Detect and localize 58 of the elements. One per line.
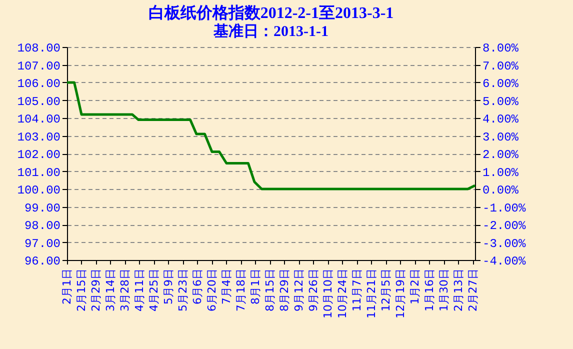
x-tick-label: 2月15日	[74, 268, 88, 312]
y2-tick-label: 4.00%	[482, 112, 520, 126]
y2-tick-label: 0.00%	[482, 184, 520, 198]
y-tick-label: 100.00	[17, 184, 60, 198]
y2-tick-label: -2.00%	[482, 219, 527, 233]
y-tick-label: 107.00	[17, 59, 60, 74]
x-tick-label: 2月29日	[89, 268, 102, 312]
y2-tick-label: 3.00%	[482, 130, 520, 144]
x-tick-label: 3月14日	[104, 268, 117, 312]
y-tick-label: 99.00	[24, 201, 60, 216]
y2-tick-label: 1.00%	[482, 166, 520, 180]
x-tick-label: 8月29日	[278, 268, 291, 312]
x-tick-label: 11月21日	[364, 268, 378, 318]
y-tick-label: 101.00	[17, 166, 60, 180]
y-tick-label: 104.00	[17, 112, 60, 126]
x-tick-label: 4月11日	[132, 268, 146, 312]
x-tick-label: 12月5日	[379, 268, 392, 312]
y-tick-label: 105.00	[17, 94, 60, 109]
x-tick-label: 5月9日	[162, 268, 175, 304]
y2-tick-label: -1.00%	[482, 201, 527, 216]
y-tick-label: 97.00	[24, 236, 60, 251]
chart-subtitle: 基准日：2013-1-1	[212, 23, 328, 40]
y2-tick-label: 2.00%	[482, 148, 520, 162]
x-tick-label: 8月15日	[263, 268, 276, 312]
y-tick-label: 103.00	[17, 130, 60, 144]
y2-tick-label: 7.00%	[482, 59, 520, 74]
chart-title: 白板纸价格指数2012-2-1至2013-3-1	[148, 4, 394, 22]
x-tick-label: 10月10日	[321, 268, 334, 318]
x-tick-label: 2月27日	[466, 268, 480, 312]
x-tick-label: 8月1日	[248, 268, 262, 304]
x-tick-label: 2月1日	[60, 268, 74, 304]
x-tick-label: 4月25日	[147, 268, 160, 312]
x-tick-label: 5月23日	[176, 268, 190, 312]
x-tick-label: 1月16日	[422, 268, 436, 312]
y2-tick-label: 5.00%	[482, 94, 520, 109]
y-tick-label: 102.00	[17, 148, 60, 162]
y-tick-label: 96.00	[24, 254, 60, 268]
y-tick-label: 98.00	[24, 219, 60, 233]
x-tick-label: 7月18日	[234, 268, 248, 312]
y-tick-label: 108.00	[17, 42, 60, 56]
y2-tick-label: -4.00%	[482, 254, 527, 268]
x-tick-label: 6月20日	[205, 268, 218, 312]
x-tick-label: 9月12日	[292, 268, 306, 312]
x-tick-label: 12月19日	[394, 268, 407, 318]
y2-tick-label: 8.00%	[482, 42, 520, 56]
x-tick-label: 6月6日	[190, 268, 204, 304]
x-tick-label: 7月4日	[220, 268, 233, 304]
y2-tick-label: -3.00%	[482, 236, 527, 251]
x-tick-label: 3月28日	[118, 268, 132, 312]
y-tick-label: 106.00	[17, 77, 60, 91]
y2-tick-label: 6.00%	[482, 77, 520, 91]
line-series	[66, 81, 476, 190]
x-tick-label: 11月7日	[350, 268, 364, 312]
x-tick-label: 2月13日	[452, 268, 465, 312]
x-tick-label: 10月24日	[336, 268, 349, 318]
x-tick-label: 1月30日	[437, 268, 450, 312]
x-tick-label: 9月26日	[306, 268, 320, 312]
x-tick-label: 1月2日	[408, 268, 422, 304]
